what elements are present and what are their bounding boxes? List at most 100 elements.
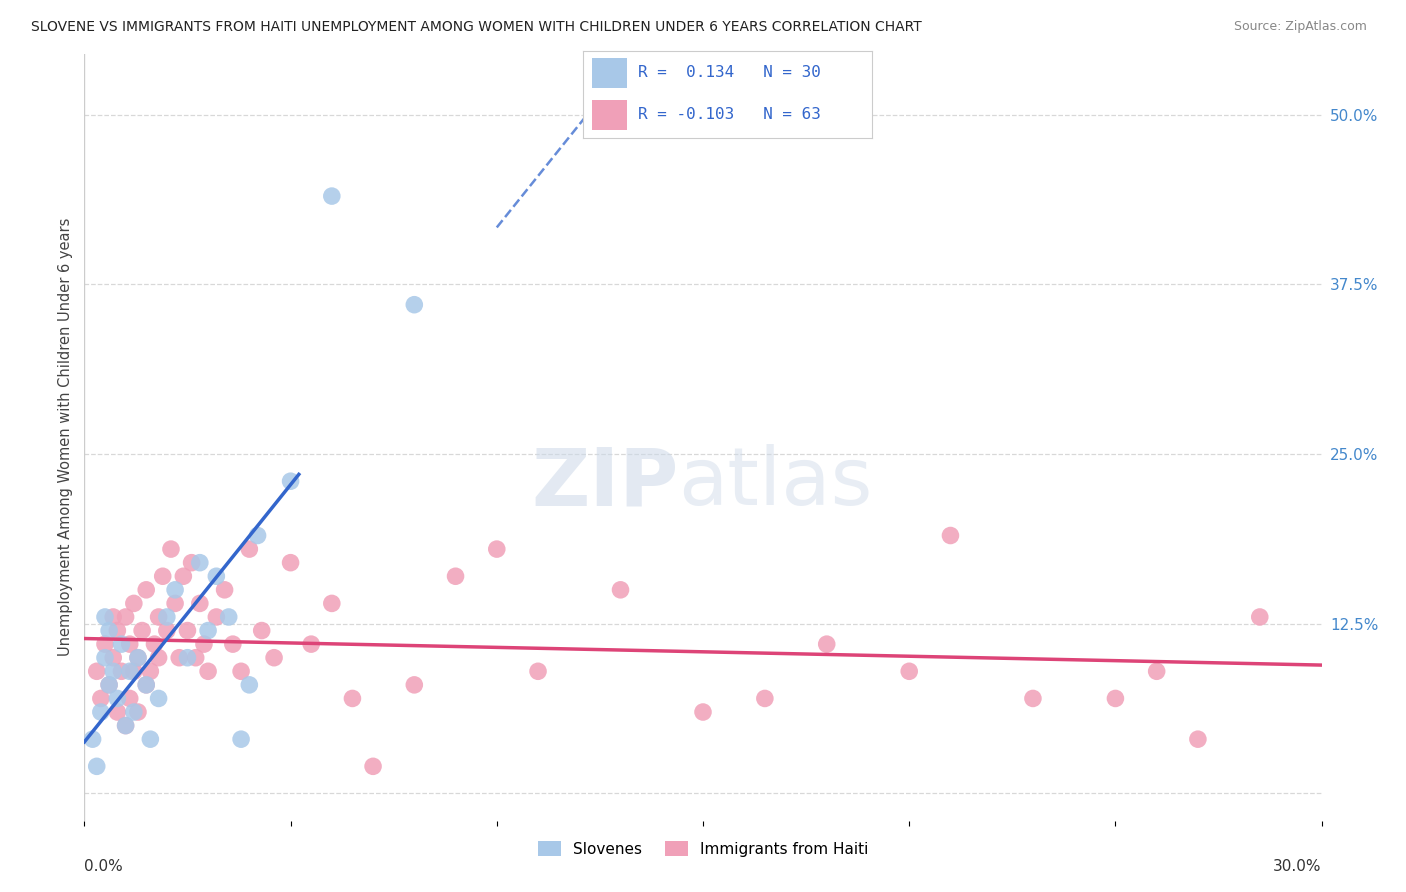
Point [197, 665, 219, 679]
Point [90, 705, 112, 719]
Point [135, 582, 157, 597]
Point [131, 624, 153, 638]
Point [222, 637, 245, 651]
Point [485, 542, 508, 557]
Point [188, 596, 211, 610]
Point [110, 637, 132, 651]
Point [98, 678, 121, 692]
Text: 0.0%: 0.0% [84, 859, 124, 873]
Point [110, 665, 132, 679]
Point [103, 665, 125, 679]
Point [229, 732, 252, 747]
Point [86, 759, 108, 773]
Point [898, 665, 921, 679]
Text: R =  0.134   N = 30: R = 0.134 N = 30 [638, 65, 821, 80]
Point [280, 556, 302, 570]
Text: Source: ZipAtlas.com: Source: ZipAtlas.com [1233, 20, 1367, 33]
Point [165, 582, 187, 597]
Point [1022, 691, 1045, 706]
Point [90, 691, 112, 706]
Point [172, 569, 194, 583]
Point [114, 718, 136, 732]
Point [205, 610, 228, 624]
Point [152, 569, 174, 583]
Point [94, 610, 117, 624]
Y-axis label: Unemployment Among Women with Children Under 6 years: Unemployment Among Women with Children U… [58, 218, 73, 657]
Point [122, 596, 145, 610]
Point [238, 678, 260, 692]
Point [135, 678, 157, 692]
Point [105, 691, 128, 706]
Legend: Slovenes, Immigrants from Haiti: Slovenes, Immigrants from Haiti [531, 835, 875, 863]
Point [160, 542, 183, 557]
Bar [592, 100, 627, 129]
Point [98, 678, 121, 692]
Point [527, 665, 550, 679]
Point [176, 650, 198, 665]
Point [105, 624, 128, 638]
Point [122, 705, 145, 719]
Point [250, 624, 273, 638]
Text: R = -0.103   N = 63: R = -0.103 N = 63 [638, 107, 821, 122]
Point [444, 569, 467, 583]
Point [754, 691, 776, 706]
Point [167, 650, 190, 665]
Point [156, 610, 179, 624]
Point [197, 624, 219, 638]
Point [246, 528, 269, 542]
Point [103, 650, 125, 665]
Point [1249, 610, 1271, 624]
Point [205, 569, 228, 583]
Point [263, 650, 285, 665]
Point [1104, 691, 1126, 706]
Point [299, 637, 322, 651]
Point [127, 650, 149, 665]
Point [127, 650, 149, 665]
Point [214, 582, 236, 597]
Point [238, 542, 260, 557]
Point [180, 556, 202, 570]
Point [321, 189, 343, 203]
Point [94, 637, 117, 651]
Point [692, 705, 714, 719]
Point [229, 665, 252, 679]
Point [114, 610, 136, 624]
Point [939, 528, 962, 542]
Point [148, 650, 170, 665]
Point [188, 556, 211, 570]
Text: SLOVENE VS IMMIGRANTS FROM HAITI UNEMPLOYMENT AMONG WOMEN WITH CHILDREN UNDER 6 : SLOVENE VS IMMIGRANTS FROM HAITI UNEMPLO… [31, 20, 922, 34]
Point [114, 718, 136, 732]
Point [105, 705, 128, 719]
Text: ZIP: ZIP [531, 444, 678, 522]
Point [1146, 665, 1168, 679]
Point [103, 610, 125, 624]
Point [184, 650, 207, 665]
Point [139, 732, 162, 747]
Point [321, 596, 343, 610]
Bar [592, 58, 627, 87]
Point [118, 637, 141, 651]
Point [156, 624, 179, 638]
Point [342, 691, 364, 706]
Point [94, 650, 117, 665]
Point [280, 474, 302, 488]
Point [148, 691, 170, 706]
Point [165, 596, 187, 610]
Text: 30.0%: 30.0% [1274, 859, 1322, 873]
Point [193, 637, 215, 651]
Text: atlas: atlas [678, 444, 873, 522]
Point [135, 678, 157, 692]
Point [82, 732, 104, 747]
Point [218, 610, 240, 624]
Point [118, 665, 141, 679]
Point [361, 759, 384, 773]
Point [609, 582, 631, 597]
Point [127, 705, 149, 719]
Point [118, 691, 141, 706]
Point [143, 637, 166, 651]
Point [404, 678, 426, 692]
Point [815, 637, 838, 651]
Point [148, 610, 170, 624]
Point [176, 624, 198, 638]
Point [122, 665, 145, 679]
